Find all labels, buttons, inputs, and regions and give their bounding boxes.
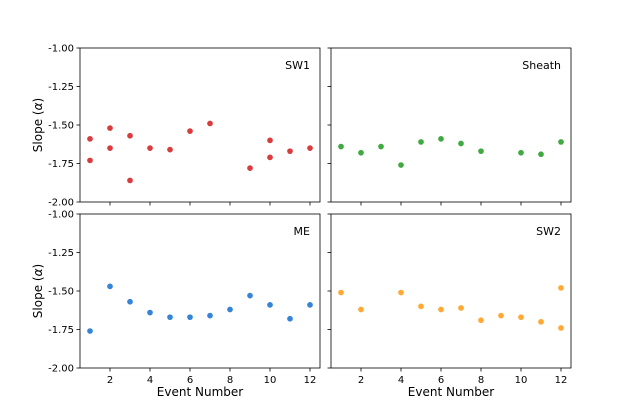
data-point-sw2-1 xyxy=(357,305,365,314)
panel-frame-sw2 xyxy=(330,213,572,369)
data-point-me-10 xyxy=(286,314,294,323)
data-point-sw2-7 xyxy=(497,311,505,320)
data-point-sw1-10 xyxy=(246,164,254,172)
data-point-me-2 xyxy=(126,298,134,306)
data-point-sw1-12 xyxy=(266,153,274,162)
y-tick-label: -2.00 xyxy=(48,198,74,209)
data-point-sw1-3 xyxy=(106,144,114,152)
y-tick-label: -1.25 xyxy=(48,82,74,93)
data-point-sheath-1 xyxy=(357,148,365,157)
y-tick-label: -2.00 xyxy=(48,364,74,375)
data-point-sheath-8 xyxy=(517,148,525,157)
data-point-me-11 xyxy=(306,301,314,309)
data-point-me-6 xyxy=(206,311,214,320)
x-tick-label: 8 xyxy=(227,375,233,386)
y-tick-label: -1.00 xyxy=(48,44,74,55)
data-point-sw2-6 xyxy=(477,316,485,325)
data-point-sheath-6 xyxy=(457,139,465,148)
panel-sw2: 2 4 6 8 10 12 SW2 xyxy=(327,213,572,386)
data-point-sheath-0 xyxy=(337,142,345,151)
data-point-me-7 xyxy=(226,305,234,314)
y-axis-label-bottom: Slope (α) xyxy=(31,264,45,318)
data-point-sw1-14 xyxy=(306,144,314,152)
data-point-sheath-10 xyxy=(557,138,565,146)
y-tick-label: -1.50 xyxy=(48,121,74,132)
data-point-me-4 xyxy=(166,313,174,321)
y-tick-label: -1.00 xyxy=(48,210,74,221)
data-point-sw2-0 xyxy=(337,288,345,297)
data-point-sw1-2 xyxy=(106,124,114,132)
x-tick-label: 2 xyxy=(358,375,364,386)
panel-label-sheath: Sheath xyxy=(522,59,561,72)
panel-me: -1.00 -1.25 -1.50 -1.75 -2.00 2 4 6 8 10 12 ME xyxy=(48,210,321,386)
data-point-sw1-6 xyxy=(146,144,154,152)
data-point-sw2-11 xyxy=(557,324,565,332)
x-tick-label: 12 xyxy=(304,375,317,386)
data-point-sw2-5 xyxy=(457,304,465,312)
data-point-sheath-2 xyxy=(377,142,385,151)
x-tick-label: 10 xyxy=(264,375,277,386)
data-point-sheath-5 xyxy=(437,135,445,143)
panel-label-sw2: SW2 xyxy=(536,225,561,238)
x-tick-label: 6 xyxy=(438,375,444,386)
data-point-me-9 xyxy=(266,301,274,309)
panel-sheath: Sheath xyxy=(327,47,572,206)
data-point-sw1-4 xyxy=(126,132,134,140)
panel-frame-me xyxy=(79,213,321,369)
data-point-sheath-3 xyxy=(397,161,405,169)
y-tick-label: -1.25 xyxy=(48,248,74,259)
x-axis-label-right: Event Number xyxy=(408,385,494,399)
data-point-me-8 xyxy=(246,291,254,300)
data-point-sw2-10 xyxy=(557,284,565,292)
data-point-me-5 xyxy=(186,313,194,321)
data-point-sw1-13 xyxy=(286,147,294,155)
x-tick-label: 2 xyxy=(107,375,113,386)
x-tick-label: 8 xyxy=(478,375,484,386)
y-tick-label: -1.50 xyxy=(48,287,74,298)
data-point-sheath-7 xyxy=(477,147,485,155)
y-tick-label: -1.75 xyxy=(48,159,74,170)
data-point-sw2-3 xyxy=(417,302,425,311)
panel-sw1: -1.00 -1.25 -1.50 -1.75 -2.00 SW1 xyxy=(48,44,321,209)
x-tick-label: 4 xyxy=(147,375,153,386)
y-axis-label-top: Slope (α) xyxy=(31,98,45,152)
panel-label-sw1: SW1 xyxy=(285,59,310,72)
data-point-sw1-7 xyxy=(166,145,174,154)
x-axis-label-left: Event Number xyxy=(157,385,243,399)
data-point-me-1 xyxy=(106,282,114,291)
data-point-sw1-5 xyxy=(126,176,134,185)
data-point-sw1-1 xyxy=(86,156,94,165)
data-point-sw1-0 xyxy=(86,135,94,143)
panel-label-me: ME xyxy=(294,225,310,238)
data-point-sheath-4 xyxy=(417,138,425,146)
y-tick-label: -1.75 xyxy=(48,325,74,336)
x-tick-label: 4 xyxy=(398,375,404,386)
data-point-sw2-9 xyxy=(537,318,545,326)
x-tick-label: 10 xyxy=(515,375,528,386)
data-point-me-3 xyxy=(146,308,154,317)
panel-frame-sw1 xyxy=(79,47,321,203)
data-point-sw1-11 xyxy=(266,136,274,145)
data-point-sw2-8 xyxy=(517,313,525,321)
x-tick-label: 12 xyxy=(555,375,568,386)
data-point-me-0 xyxy=(86,327,94,335)
data-point-sw2-2 xyxy=(397,288,405,297)
data-point-sheath-9 xyxy=(537,150,545,159)
data-point-sw2-4 xyxy=(437,305,445,314)
data-point-sw1-8 xyxy=(186,127,194,135)
x-tick-label: 6 xyxy=(187,375,193,386)
data-point-sw1-9 xyxy=(206,119,214,128)
